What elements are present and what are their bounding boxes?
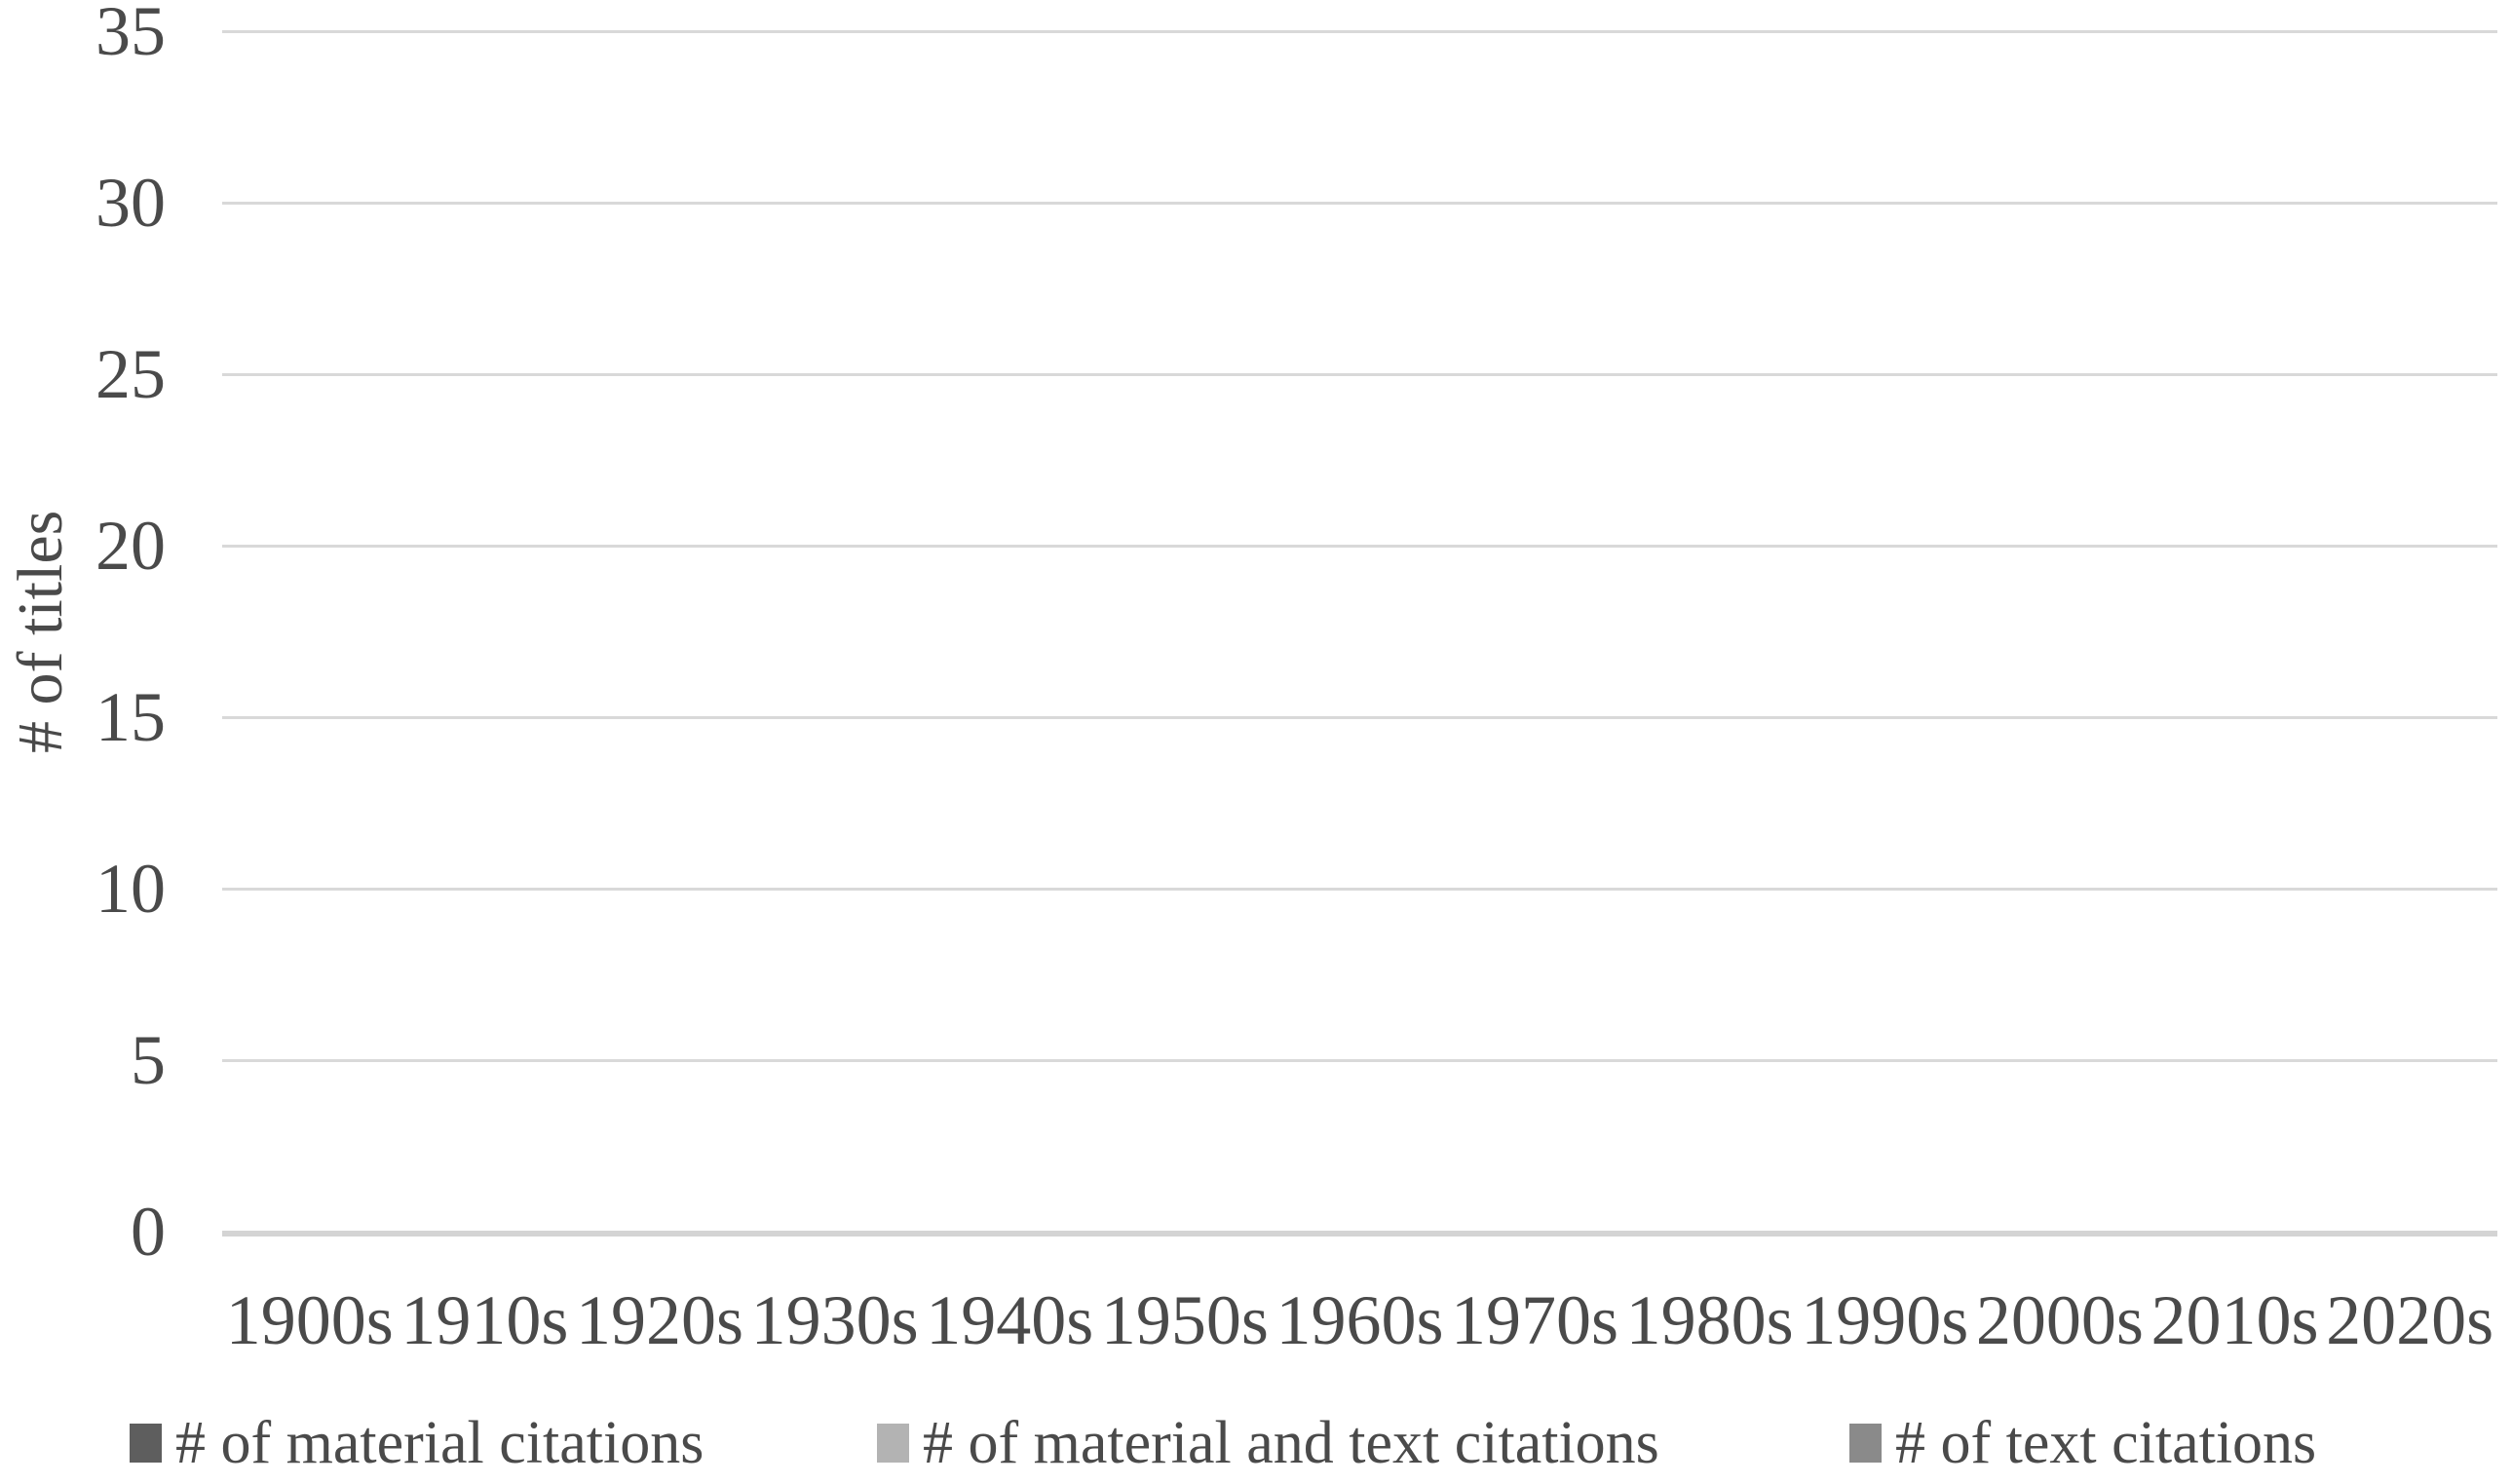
- bar-slot-1980s: [1622, 31, 1798, 1232]
- legend-label-3: # of text citations: [1895, 1409, 2317, 1476]
- y-tick-label-25: 25: [95, 335, 166, 413]
- bar-slot-1920s: [572, 31, 747, 1232]
- legend-swatch-icon: [1849, 1423, 1882, 1463]
- bar-slot-2010s: [2148, 31, 2323, 1232]
- bar-slot-1970s: [1447, 31, 1622, 1232]
- bar-slot-1930s: [747, 31, 923, 1232]
- y-tick-label-30: 30: [95, 164, 166, 242]
- x-label-2010s: 2010s: [2150, 1281, 2319, 1359]
- x-label-1970s: 1970s: [1451, 1281, 1619, 1359]
- gridline-25: [222, 373, 2497, 376]
- bar-slot-1900s: [222, 31, 398, 1232]
- gridline-35: [222, 30, 2497, 33]
- gridline-10: [222, 888, 2497, 891]
- bars-layer: [222, 31, 2497, 1232]
- bar-slot-1910s: [398, 31, 573, 1232]
- gridline-30: [222, 202, 2497, 205]
- gridline-15: [222, 716, 2497, 719]
- x-label-1990s: 1990s: [1801, 1281, 1969, 1359]
- x-label-1940s: 1940s: [926, 1281, 1094, 1359]
- x-label-2000s: 2000s: [1975, 1281, 2144, 1359]
- bar-slot-1950s: [1097, 31, 1273, 1232]
- legend-item-2: # of material and text citations: [877, 1401, 1659, 1484]
- x-label-1930s: 1930s: [750, 1281, 919, 1359]
- y-tick-label-10: 10: [95, 850, 166, 928]
- legend-swatch-icon: [130, 1423, 162, 1463]
- gridline-20: [222, 545, 2497, 548]
- bar-slot-1990s: [1797, 31, 1972, 1232]
- x-label-1950s: 1950s: [1100, 1281, 1269, 1359]
- y-tick-label-0: 0: [131, 1193, 166, 1271]
- bar-slot-2020s: [2322, 31, 2497, 1232]
- x-label-1910s: 1910s: [400, 1281, 569, 1359]
- x-label-1980s: 1980s: [1625, 1281, 1794, 1359]
- y-tick-label-35: 35: [95, 0, 166, 70]
- legend-label-1: # of material citations: [175, 1409, 704, 1476]
- gridline-5: [222, 1059, 2497, 1062]
- bar-slot-2000s: [1972, 31, 2148, 1232]
- x-axis-line: [222, 1231, 2497, 1237]
- bar-slot-1960s: [1273, 31, 1448, 1232]
- plot-area: [222, 30, 2497, 1232]
- x-label-1900s: 1900s: [225, 1281, 394, 1359]
- y-axis-ticks: 0 5 10 15 20 25 30 35: [0, 0, 175, 1267]
- legend: # of material citations # of material and…: [0, 1401, 2512, 1484]
- x-axis-labels: 1900s 1910s 1920s 1930s 1940s 1950s 1960s 1970s…: [222, 1267, 2497, 1374]
- y-tick-label-20: 20: [95, 507, 166, 585]
- legend-label-2: # of material and text citations: [923, 1409, 1659, 1476]
- x-label-1960s: 1960s: [1275, 1281, 1444, 1359]
- bar-slot-1940s: [922, 31, 1097, 1232]
- legend-item-3: # of text citations: [1849, 1401, 2316, 1484]
- x-label-1920s: 1920s: [576, 1281, 744, 1359]
- y-tick-label-15: 15: [95, 678, 166, 756]
- legend-item-1: # of material citations: [130, 1401, 704, 1484]
- y-tick-label-5: 5: [131, 1021, 166, 1099]
- legend-swatch-icon: [877, 1423, 909, 1463]
- x-label-2020s: 2020s: [2326, 1281, 2494, 1359]
